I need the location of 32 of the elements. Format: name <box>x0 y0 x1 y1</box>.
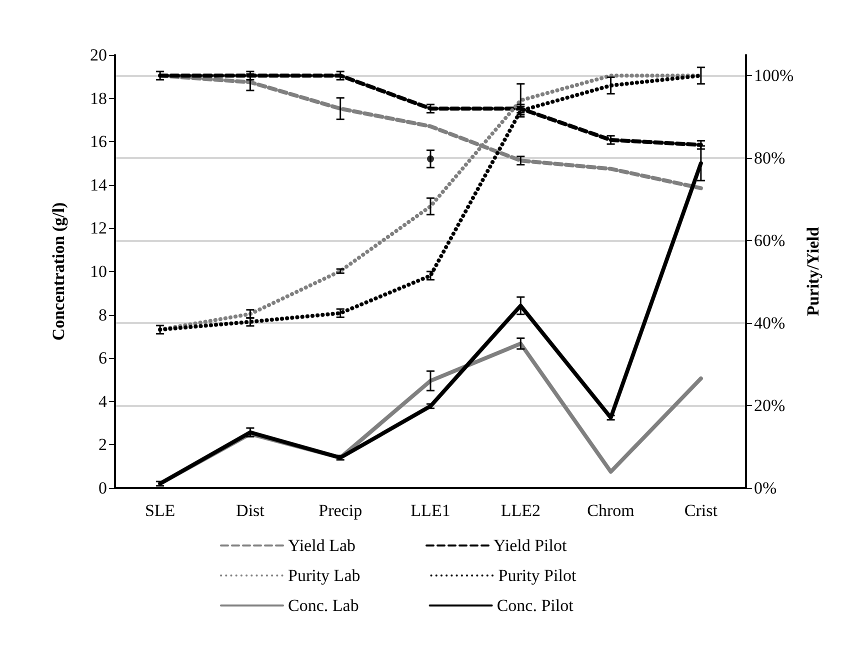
legend-label: Conc. Pilot <box>496 596 574 615</box>
x-tick-label: Precip <box>318 501 362 520</box>
y-tick-label: 8 <box>98 305 107 324</box>
y-tick-label: 4 <box>98 392 108 411</box>
legend-label: Yield Lab <box>288 536 356 555</box>
y2-tick-label: 60% <box>754 231 786 250</box>
y2-tick-label: 20% <box>754 396 786 416</box>
y-tick-label: 20 <box>90 46 107 64</box>
y2-axis-title: Purity/Yield <box>804 226 823 316</box>
y2-tick-label: 0% <box>754 478 777 498</box>
x-tick-label: SLE <box>144 501 176 520</box>
y-tick-label: 14 <box>90 175 108 194</box>
legend-label: Conc. Lab <box>288 596 359 615</box>
y-tick-label: 16 <box>90 132 107 152</box>
y2-tick-label: 40% <box>754 314 786 333</box>
y-axis-title: Concentration (g/l) <box>49 202 68 341</box>
x-tick-label: LLE2 <box>500 501 540 520</box>
y2-tick-label: 80% <box>754 148 786 168</box>
legend-label: Yield Pilot <box>494 536 567 555</box>
x-tick-label: Dist <box>236 501 265 520</box>
y-tick-label: 18 <box>90 88 107 108</box>
y-tick-label: 12 <box>90 218 107 238</box>
y-tick-label: 10 <box>90 262 107 281</box>
x-tick-label: Crist <box>684 501 718 520</box>
x-tick-label: Chrom <box>587 501 634 520</box>
y-tick-label: 2 <box>98 435 107 454</box>
y-tick-label: 6 <box>98 348 107 368</box>
x-tick-label: LLE1 <box>410 501 450 520</box>
y2-tick-label: 100% <box>754 66 794 86</box>
y-tick-label: 0 <box>98 478 107 498</box>
legend-label: Purity Pilot <box>498 566 576 585</box>
legend-label: Purity Lab <box>288 566 360 585</box>
